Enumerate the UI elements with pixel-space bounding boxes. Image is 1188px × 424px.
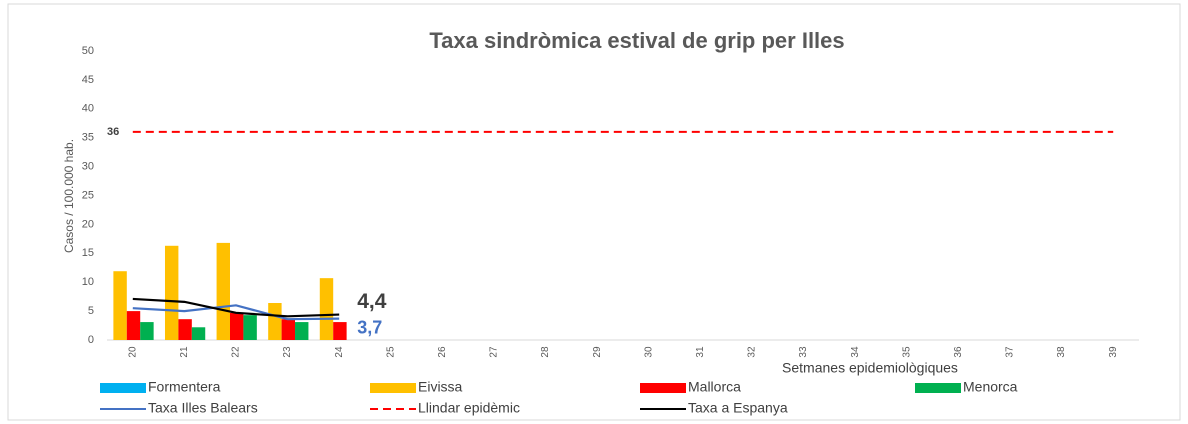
legend-label: Taxa Illes Balears [148, 400, 258, 416]
legend-label: Formentera [148, 379, 221, 395]
line [132, 297, 340, 318]
x-tick-label: 38 [1056, 346, 1067, 358]
y-axis-label: Casos / 100.000 hab. [62, 139, 76, 253]
y-tick-label: 45 [82, 74, 94, 86]
x-tick-label: 22 [231, 346, 242, 358]
legend-label: Llindar epidèmic [418, 400, 520, 416]
legend-swatch [100, 383, 146, 393]
x-tick-label: 21 [179, 346, 190, 358]
legend-label: Mallorca [688, 379, 741, 395]
bar [140, 322, 154, 340]
x-tick-label: 37 [1005, 346, 1016, 358]
bar [230, 312, 244, 340]
bar [164, 245, 179, 340]
x-tick-label: 29 [592, 346, 603, 358]
x-tick-label: 26 [437, 346, 448, 358]
x-tick-label: 33 [798, 346, 809, 358]
value-label: 3,7 [357, 317, 382, 337]
x-tick-label: 23 [282, 346, 293, 358]
y-tick-label: 35 [82, 132, 94, 144]
bar [281, 319, 296, 340]
legend-swatch [370, 383, 416, 393]
y-tick-label: 50 [82, 45, 94, 57]
value-label: 36 [107, 126, 119, 138]
bar [178, 319, 192, 340]
bar [243, 315, 257, 340]
x-tick-label: 25 [385, 346, 396, 358]
y-tick-label: 15 [82, 247, 94, 259]
line [132, 304, 340, 321]
x-tick-label: 30 [643, 346, 654, 358]
legend-label: Menorca [963, 379, 1018, 395]
x-tick-label: 20 [127, 346, 138, 358]
x-tick-label: 32 [747, 346, 758, 358]
y-tick-label: 40 [82, 103, 94, 115]
value-label: 4,4 [357, 290, 387, 313]
y-tick-label: 20 [82, 218, 94, 230]
x-tick-label: 31 [695, 346, 706, 358]
bar [216, 242, 230, 340]
bar [113, 271, 127, 340]
bar [319, 278, 334, 340]
legend-swatch [915, 383, 961, 393]
x-tick-label: 28 [540, 346, 551, 358]
frame [7, 3, 1181, 421]
chart-title: Taxa sindròmica estival de grip per Ille… [429, 28, 844, 53]
bar [333, 322, 347, 340]
y-tick-label: 5 [88, 305, 94, 317]
x-tick-label: 36 [953, 346, 964, 358]
x-tick-label: 24 [334, 346, 345, 358]
y-tick-label: 30 [82, 161, 94, 173]
legend-label: Eivissa [418, 379, 463, 395]
legend-label: Taxa a Espanya [688, 400, 788, 416]
y-tick-label: 0 [88, 334, 94, 346]
x-tick-label: 39 [1108, 346, 1119, 358]
x-axis-label: Setmanes epidemiològiques [782, 360, 958, 376]
y-tick-label: 10 [82, 276, 94, 288]
x-tick-label: 27 [489, 346, 500, 358]
legend-swatch [640, 383, 686, 393]
x-tick-label: 34 [850, 346, 861, 358]
bar [126, 311, 141, 340]
bar [268, 303, 282, 340]
x-tick-label: 35 [901, 346, 912, 358]
bar [295, 322, 309, 340]
y-tick-label: 25 [82, 189, 94, 201]
bar [191, 327, 206, 340]
